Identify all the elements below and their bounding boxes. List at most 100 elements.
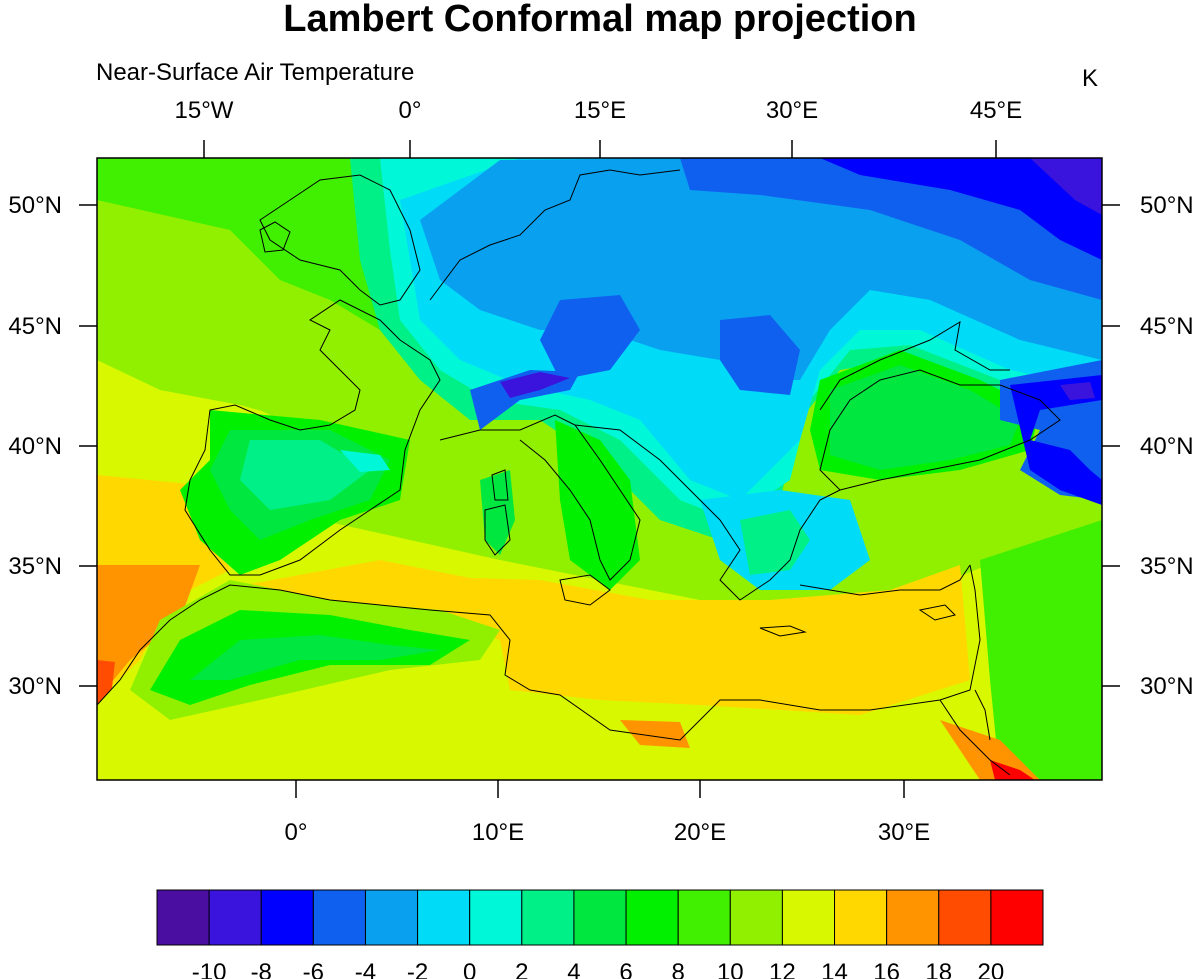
contour-iberia-4 bbox=[240, 440, 370, 510]
top-tick-label: 0° bbox=[399, 97, 422, 124]
right-tick-label: 40°N bbox=[1140, 433, 1194, 460]
top-tick-label: 30°E bbox=[766, 97, 818, 124]
coast-italy bbox=[439, 414, 641, 581]
colorbar-box bbox=[834, 889, 888, 946]
contour-corsica-6 bbox=[480, 470, 515, 555]
coast-red-sea bbox=[939, 699, 1011, 776]
left-tick-label: 40°N bbox=[8, 433, 62, 460]
axis-ticks bbox=[79, 140, 1120, 798]
left-axis: 50°N 45°N 40°N 35°N 30°N bbox=[8, 192, 62, 700]
right-tick-label: 45°N bbox=[1140, 313, 1194, 340]
bottom-tick-label: 10°E bbox=[472, 819, 524, 846]
coast-corsica bbox=[491, 469, 509, 501]
temperature-field bbox=[97, 158, 1102, 780]
colorbar-box bbox=[417, 889, 471, 946]
coast-levant bbox=[799, 564, 971, 596]
colorbar: -10 -8 -6 -4 -2 0 2 4 6 8 10 12 14 16 18 20 bbox=[156, 889, 1044, 979]
coast-balkans bbox=[574, 424, 841, 601]
right-tick-label: 50°N bbox=[1140, 192, 1194, 219]
bottom-tick-label: 20°E bbox=[674, 819, 726, 846]
contour-europe-m8 bbox=[1030, 158, 1102, 215]
colorbar-label: -10 bbox=[192, 959, 227, 979]
colorbar-box bbox=[260, 889, 314, 946]
colorbar-label: 8 bbox=[672, 959, 685, 979]
contour-alps-m8 bbox=[500, 372, 570, 398]
coast-cyprus bbox=[918, 604, 956, 621]
colorbar-label: 14 bbox=[821, 959, 848, 979]
colorbar-box bbox=[208, 889, 262, 946]
colorbar-label: -4 bbox=[355, 959, 376, 979]
contour-sw-18 bbox=[97, 565, 200, 700]
coastlines bbox=[97, 169, 1061, 776]
colorbar-box bbox=[469, 889, 523, 946]
colorbar-label: -6 bbox=[303, 959, 324, 979]
colorbar-box bbox=[156, 889, 210, 946]
colorbar-box bbox=[781, 889, 836, 946]
colorbar-box bbox=[573, 889, 627, 946]
colorbar-box bbox=[364, 889, 419, 946]
colorbar-label: -8 bbox=[251, 959, 272, 979]
right-tick-label: 30°N bbox=[1140, 673, 1194, 700]
colorbar-label: 18 bbox=[925, 959, 952, 979]
coast-crete bbox=[759, 625, 807, 637]
contour-med-16 bbox=[245, 560, 970, 715]
left-tick-label: 45°N bbox=[8, 313, 62, 340]
field-subtitle: Near-Surface Air Temperature bbox=[96, 59, 415, 86]
colorbar-label: 12 bbox=[769, 959, 796, 979]
colorbar-label: 6 bbox=[619, 959, 632, 979]
contour-caucasus-m6 bbox=[1010, 375, 1102, 505]
top-tick-label: 15°W bbox=[175, 97, 234, 124]
colorbar-label: 0 bbox=[463, 959, 476, 979]
bottom-tick-label: 0° bbox=[285, 819, 308, 846]
top-tick-label: 45°E bbox=[970, 97, 1022, 124]
bottom-axis: 0° 10°E 20°E 30°E bbox=[285, 819, 931, 846]
bottom-tick-label: 30°E bbox=[878, 819, 930, 846]
contour-atlas-6 bbox=[190, 635, 440, 680]
units-label: K bbox=[1082, 65, 1099, 92]
right-axis: 50°N 45°N 40°N 35°N 30°N bbox=[1140, 192, 1194, 700]
colorbar-box bbox=[938, 889, 992, 946]
contour-libya-18 bbox=[620, 720, 690, 748]
coast-north-africa bbox=[97, 564, 981, 741]
coast-sicily bbox=[559, 574, 611, 606]
colorbar-box bbox=[729, 889, 783, 946]
contour-balkan-m4 bbox=[720, 315, 800, 395]
colorbar-box bbox=[521, 889, 575, 946]
colorbar-box bbox=[312, 889, 366, 946]
colorbar-box bbox=[990, 889, 1044, 946]
contour-italy-8 bbox=[555, 420, 640, 590]
left-tick-label: 35°N bbox=[8, 553, 62, 580]
colorbar-label: 10 bbox=[717, 959, 744, 979]
colorbar-label: 20 bbox=[978, 959, 1005, 979]
coast-northsea bbox=[429, 169, 681, 301]
contour-carpathian-m4 bbox=[540, 295, 640, 380]
colorbar-label: 16 bbox=[873, 959, 900, 979]
right-tick-label: 35°N bbox=[1140, 553, 1194, 580]
contour-europe-m6 bbox=[820, 158, 1102, 260]
left-tick-label: 50°N bbox=[8, 192, 62, 219]
contour-sw-20 bbox=[97, 660, 115, 705]
coast-iberia bbox=[184, 299, 441, 576]
map-title: Lambert Conformal map projection bbox=[283, 0, 917, 40]
contour-sinai-20 bbox=[990, 760, 1035, 780]
coast-turkey bbox=[819, 369, 1061, 491]
coast-ireland bbox=[259, 221, 291, 253]
coast-britain bbox=[259, 174, 421, 306]
coast-sardinia bbox=[484, 504, 511, 556]
contour-levant-10 bbox=[980, 520, 1102, 780]
colorbar-box bbox=[886, 889, 940, 946]
left-tick-label: 30°N bbox=[8, 673, 62, 700]
top-tick-label: 15°E bbox=[574, 97, 626, 124]
contour-turkey-6 bbox=[830, 365, 1020, 470]
colorbar-label: 2 bbox=[515, 959, 528, 979]
contour-aegean-4 bbox=[740, 510, 810, 575]
coast-black-sea bbox=[819, 321, 1010, 411]
colorbar-label: 4 bbox=[567, 959, 580, 979]
colorbar-box bbox=[677, 889, 731, 946]
contour-iberia-2 bbox=[340, 450, 390, 472]
colorbar-label: -2 bbox=[407, 959, 428, 979]
top-axis: 15°W 0° 15°E 30°E 45°E bbox=[175, 97, 1023, 124]
contour-caspian-m8 bbox=[1060, 382, 1095, 400]
colorbar-box bbox=[625, 889, 679, 946]
